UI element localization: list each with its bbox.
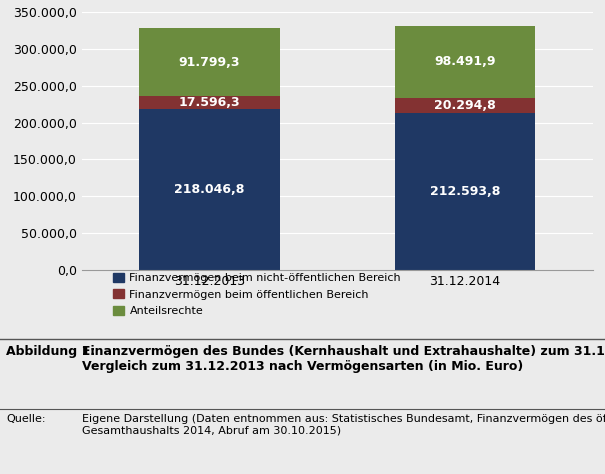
Text: Eigene Darstellung (Daten entnommen aus: Statistisches Bundesamt, Finanzvermögen: Eigene Darstellung (Daten entnommen aus:… (82, 414, 605, 436)
Bar (395, 113, 535, 270)
Bar (395, 98, 535, 113)
Legend: Finanzvermögen beim nicht-öffentlichen Bereich, Finanzvermögen beim öffentlichen: Finanzvermögen beim nicht-öffentlichen B… (113, 273, 401, 316)
Text: 91.799,3: 91.799,3 (178, 56, 240, 69)
Text: Finanzvermögen des Bundes (Kernhaushalt und Extrahaushalte) zum 31.12.2014 im
Ve: Finanzvermögen des Bundes (Kernhaushalt … (82, 345, 605, 373)
Text: 17.596,3: 17.596,3 (178, 96, 240, 109)
Bar (139, 96, 280, 109)
Text: 212.593,8: 212.593,8 (430, 185, 500, 198)
Bar (139, 109, 280, 270)
Text: Quelle:: Quelle: (6, 414, 45, 424)
Bar (139, 28, 280, 96)
Text: 98.491,9: 98.491,9 (434, 55, 496, 68)
Text: Abbildung 1:: Abbildung 1: (6, 345, 96, 358)
Text: 218.046,8: 218.046,8 (174, 183, 244, 196)
Text: 20.294,8: 20.294,8 (434, 99, 496, 112)
Bar (395, 26, 535, 98)
